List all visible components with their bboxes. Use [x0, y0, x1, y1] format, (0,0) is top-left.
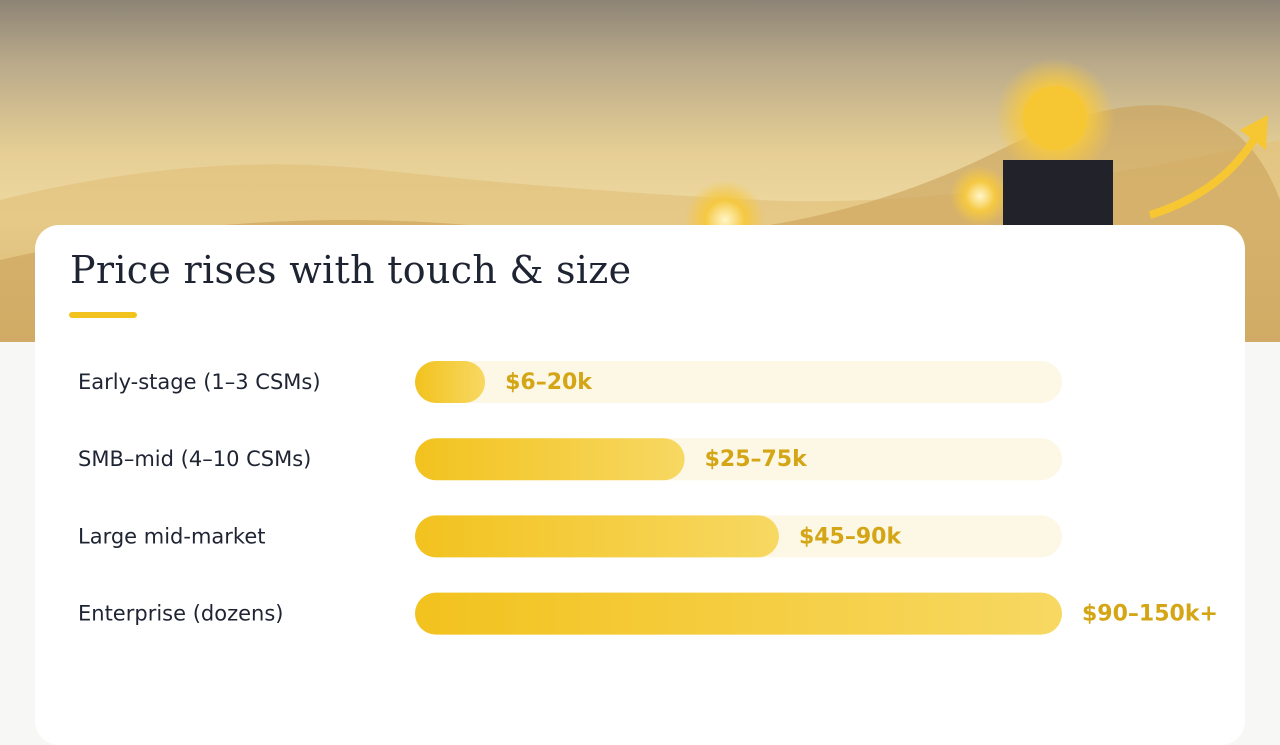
bar [415, 515, 779, 558]
bar [415, 361, 486, 403]
card [35, 225, 1245, 745]
bar-track [415, 361, 1062, 403]
category-label: Early-stage (1–3 CSMs) [78, 370, 321, 394]
category-label: Large mid-market [78, 524, 265, 548]
category-label: Enterprise (dozens) [78, 602, 283, 626]
chart-title: Price rises with touch & size [70, 248, 632, 292]
value-label: $25–75k [705, 447, 809, 472]
bar [415, 438, 685, 481]
bar [415, 592, 1062, 635]
value-label: $90–150k+ [1082, 602, 1218, 627]
page: Price rises with touch & size Early-stag… [0, 0, 1280, 635]
value-label: $6–20k [505, 370, 593, 395]
title-underline [69, 312, 137, 318]
chart: Early-stage (1–3 CSMs) $6–20k SMB–mid (4–1… [78, 361, 1218, 635]
category-label: SMB–mid (4–10 CSMs) [78, 447, 311, 471]
value-label: $45–90k [799, 524, 903, 549]
